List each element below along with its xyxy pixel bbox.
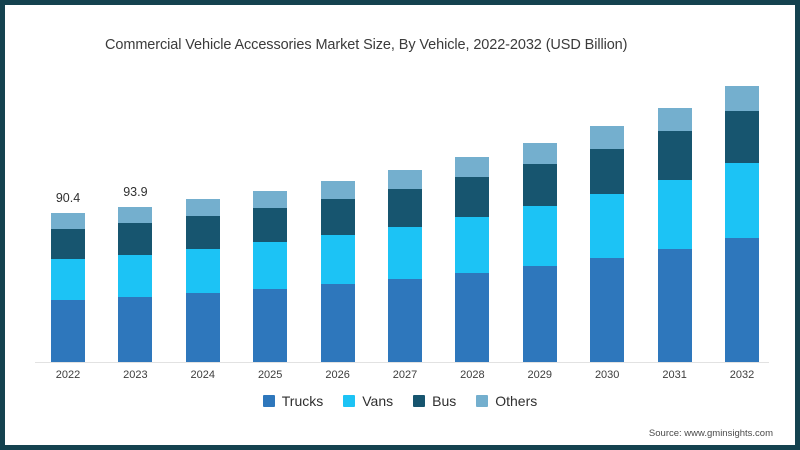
x-axis-tick-2025: 2025 <box>257 369 283 381</box>
bar-column[interactable] <box>118 206 153 363</box>
bar-segment-vans[interactable] <box>51 259 85 300</box>
bar-segment-vans[interactable] <box>253 242 288 289</box>
legend-swatch-icon <box>476 395 489 407</box>
bar-segment-bus[interactable] <box>590 148 625 195</box>
bar-segment-bus[interactable] <box>522 163 557 207</box>
plot-area <box>33 67 769 363</box>
bar-segment-others[interactable] <box>522 142 557 164</box>
bar-segment-vans[interactable] <box>590 194 625 258</box>
bar-segment-others[interactable] <box>51 212 85 230</box>
bar-column[interactable] <box>253 190 288 363</box>
bar-column[interactable] <box>657 107 692 363</box>
legend-label: Vans <box>362 393 394 409</box>
bar-segment-trucks[interactable] <box>725 237 759 363</box>
bar-column[interactable] <box>590 126 625 363</box>
bar-segment-bus[interactable] <box>118 223 153 255</box>
bar-segment-bus[interactable] <box>185 216 220 249</box>
bar-segment-trucks[interactable] <box>455 272 490 363</box>
legend-label: Others <box>495 393 538 409</box>
legend-swatch-icon <box>343 395 356 407</box>
bar-segment-others[interactable] <box>455 157 490 178</box>
bar-segment-vans[interactable] <box>320 234 355 285</box>
bar-segment-trucks[interactable] <box>388 278 422 363</box>
bar-column[interactable] <box>320 180 355 363</box>
bar-column[interactable] <box>455 157 490 363</box>
bar-segment-vans[interactable] <box>185 248 220 294</box>
bar-segment-bus[interactable] <box>253 208 288 243</box>
bar-segment-others[interactable] <box>253 190 288 209</box>
bar-segment-bus[interactable] <box>455 177 490 218</box>
x-axis-tick-2031: 2031 <box>662 369 687 381</box>
bar-segment-vans[interactable] <box>455 217 490 273</box>
bar-segment-vans[interactable] <box>522 206 557 266</box>
bar-segment-vans[interactable] <box>118 254 153 297</box>
bar-segment-others[interactable] <box>118 206 153 224</box>
x-axis-tick-2027: 2027 <box>392 369 418 381</box>
x-axis-tick-2028: 2028 <box>460 369 485 381</box>
legend-label: Trucks <box>281 393 324 409</box>
chart-title: Commercial Vehicle Accessories Market Si… <box>105 37 628 53</box>
legend-item-trucks[interactable]: Trucks <box>262 393 324 409</box>
x-axis-tick-2026: 2026 <box>325 369 350 381</box>
bar-segment-others[interactable] <box>590 126 625 149</box>
bar-segment-vans[interactable] <box>725 163 759 238</box>
bar-segment-trucks[interactable] <box>320 284 355 363</box>
bar-value-label: 90.4 <box>55 190 81 205</box>
bar-segment-trucks[interactable] <box>657 248 692 363</box>
legend-swatch-icon <box>413 395 426 407</box>
x-axis-tick-2030: 2030 <box>594 369 620 381</box>
x-axis-tick-2024: 2024 <box>190 369 216 381</box>
chart-canvas: Commercial Vehicle Accessories Market Si… <box>5 5 795 445</box>
bar-column[interactable] <box>725 86 759 363</box>
bar-segment-vans[interactable] <box>657 179 692 249</box>
x-axis-baseline <box>35 362 769 363</box>
bar-segment-trucks[interactable] <box>522 265 557 363</box>
bar-segment-trucks[interactable] <box>185 293 220 363</box>
bar-segment-bus[interactable] <box>657 131 692 180</box>
bar-segment-others[interactable] <box>185 199 220 217</box>
bar-segment-bus[interactable] <box>388 188 422 227</box>
source-attribution: Source: www.gminsights.com <box>648 428 773 439</box>
bar-column[interactable] <box>522 142 557 363</box>
bar-segment-vans[interactable] <box>388 226 422 279</box>
bar-segment-bus[interactable] <box>51 229 85 260</box>
legend-item-bus[interactable]: Bus <box>413 393 456 409</box>
bar-segment-trucks[interactable] <box>253 288 288 363</box>
bar-column[interactable] <box>51 212 85 363</box>
bar-column[interactable] <box>185 199 220 363</box>
bar-segment-others[interactable] <box>320 180 355 200</box>
x-axis-tick-2022: 2022 <box>55 369 81 381</box>
bar-column[interactable] <box>388 169 422 363</box>
bar-segment-others[interactable] <box>657 107 692 132</box>
bar-segment-others[interactable] <box>725 86 759 112</box>
x-axis-tick-2029: 2029 <box>527 369 553 381</box>
bar-segment-trucks[interactable] <box>590 257 625 363</box>
legend-swatch-icon <box>262 395 275 407</box>
x-axis-tick-2032: 2032 <box>729 369 755 381</box>
bar-value-label: 93.9 <box>123 184 148 199</box>
bar-segment-bus[interactable] <box>725 111 759 164</box>
bar-segment-trucks[interactable] <box>118 296 153 363</box>
bar-segment-trucks[interactable] <box>51 299 85 363</box>
legend-item-vans[interactable]: Vans <box>343 393 393 409</box>
x-axis-tick-2023: 2023 <box>123 369 148 381</box>
bar-segment-bus[interactable] <box>320 199 355 235</box>
legend-item-others[interactable]: Others <box>476 393 537 409</box>
chart-legend: Trucks Vans Bus Others <box>5 393 795 409</box>
bar-segment-others[interactable] <box>388 169 422 189</box>
legend-label: Bus <box>432 393 457 409</box>
